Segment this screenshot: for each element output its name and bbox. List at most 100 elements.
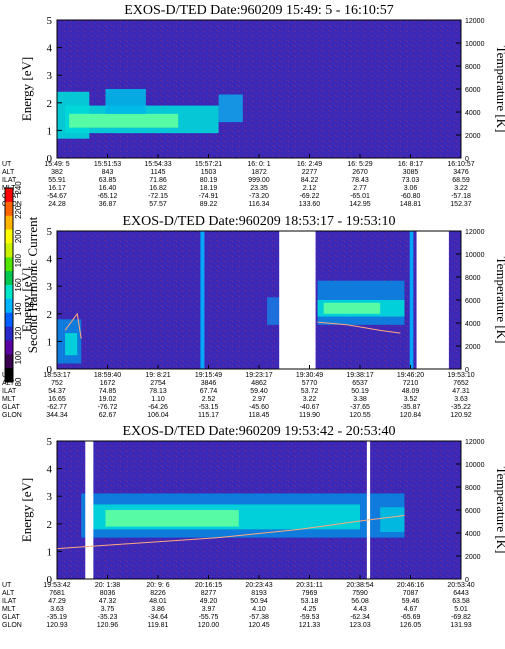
colorbar-tick-label: 120 (14, 326, 23, 340)
ephemeris-value: -35.19 (47, 614, 67, 621)
ephemeris-row-label: MLT (2, 606, 16, 613)
colorbar-label: Second Harmonic Current (25, 216, 40, 353)
ephemeris-value: 16.82 (149, 185, 167, 192)
ephemeris-value: 120.96 (97, 622, 119, 629)
ephemeris-value: 7969 (302, 590, 318, 597)
ephemeris-value: 23.35 (250, 185, 268, 192)
ephemeris-value: 63.85 (99, 177, 117, 184)
ephemeris-value: 16:10:57 (447, 161, 474, 168)
ephemeris-value: 7210 (403, 380, 419, 387)
ephemeris-value: -45.60 (249, 404, 269, 411)
ephemeris-value: 48.09 (402, 388, 420, 395)
ephemeris-value: 19:53:10 (447, 372, 474, 379)
y2-tick-label: 8000 (465, 275, 481, 282)
ephemeris-value: 19:46:20 (397, 372, 424, 379)
ephemeris-value: 19:23:17 (245, 372, 272, 379)
ephemeris-value: 3.22 (303, 396, 317, 403)
ephemeris-value: 3085 (403, 169, 419, 176)
colorbar-swatch (5, 326, 13, 341)
ephemeris-value: 8277 (201, 590, 217, 597)
y-tick-label: 0 (47, 364, 53, 376)
ephemeris-value: 120.55 (349, 412, 371, 419)
ephemeris-value: 74.85 (99, 388, 117, 395)
ephemeris-value: 19:15:49 (195, 372, 222, 379)
ephemeris-value: 131.93 (450, 622, 472, 629)
ephemeris-row-label: GLAT (2, 614, 20, 621)
y2-tick-label: 0 (465, 367, 469, 374)
ephemeris-value: 142.95 (349, 201, 371, 208)
ephemeris-value: -34.64 (148, 614, 168, 621)
ephemeris-value: -35.87 (401, 404, 421, 411)
colorbar-tick-label: 180 (14, 254, 23, 268)
ephemeris-value: -62.34 (350, 614, 370, 621)
ephemeris-value: 2.77 (353, 185, 367, 192)
ephemeris-value: 67.74 (200, 388, 218, 395)
ephemeris-value: 1145 (150, 169, 165, 176)
ephemeris-value: 54.37 (48, 388, 66, 395)
ephemeris-value: 3.38 (353, 396, 367, 403)
ephemeris-value: 120.00 (198, 622, 220, 629)
y-tick-label: 4 (47, 464, 53, 476)
ephemeris-value: 999.00 (248, 177, 270, 184)
ephemeris-value: 119.81 (148, 622, 169, 629)
ephemeris-value: 843 (102, 169, 114, 176)
ephemeris-value: 50.94 (250, 598, 268, 605)
ephemeris-value: 4.43 (353, 606, 367, 613)
ephemeris-value: 15:51:53 (94, 161, 121, 168)
ephemeris-value: 57.57 (149, 201, 167, 208)
ephemeris-value: -37.65 (350, 404, 370, 411)
y2-tick-label: 2000 (465, 344, 481, 351)
panel-1: EXOS-D/TED Date:960209 15:49: 5 - 16:10:… (2, 3, 505, 208)
ephemeris-value: 3.63 (454, 396, 468, 403)
temperature-trace (317, 321, 401, 334)
colorbar-swatch (5, 285, 13, 300)
temperature-trace (56, 515, 405, 550)
ephemeris-value: 7590 (352, 590, 368, 597)
ephemeris-value: 16: 0: 1 (247, 161, 270, 168)
y2-tick-label: 6000 (465, 508, 481, 515)
intensity-region (380, 507, 405, 533)
temperature-trace (64, 312, 82, 339)
ephemeris-value: 116.34 (249, 201, 270, 208)
ephemeris-value: 2754 (150, 380, 166, 387)
y2-tick-label: 8000 (465, 485, 481, 492)
ephemeris-value: 47.31 (452, 388, 470, 395)
ephemeris-value: -69.82 (451, 614, 471, 621)
ephemeris-row-label: ILAT (2, 598, 17, 605)
colorbar-swatch (5, 188, 13, 203)
ephemeris-value: 3.75 (101, 606, 115, 613)
y2-tick-label: 2000 (465, 133, 481, 140)
ephemeris-row-label: ALT (2, 590, 15, 597)
ephemeris-value: 80.19 (200, 177, 218, 184)
y-tick-label: 0 (47, 153, 53, 165)
intensity-region (65, 333, 78, 356)
ephemeris-value: 20:31:11 (296, 582, 323, 589)
ephemeris-value: 1872 (251, 169, 267, 176)
ephemeris-value: 3.63 (50, 606, 64, 613)
ephemeris-value: 4862 (251, 380, 267, 387)
ephemeris-value: 63.58 (452, 598, 470, 605)
ephemeris-value: 106.04 (147, 412, 169, 419)
ephemeris-value: -76.72 (98, 404, 118, 411)
y2-tick-label: 10000 (465, 41, 485, 48)
data-gap (279, 231, 316, 369)
panel-title: EXOS-D/TED Date:960209 15:49: 5 - 16:10:… (124, 3, 393, 18)
ephemeris-value: 2.12 (303, 185, 317, 192)
ephemeris-value: 148.81 (400, 201, 422, 208)
ephemeris-value: 20:23:43 (245, 582, 272, 589)
y-tick-label: 2 (47, 309, 53, 321)
ephemeris-value: 16: 8:17 (398, 161, 423, 168)
y-tick-label: 2 (47, 98, 53, 110)
y2-tick-label: 10000 (465, 252, 485, 259)
ephemeris-value: 3.52 (404, 396, 418, 403)
y2-tick-label: 6000 (465, 298, 481, 305)
colorbar-tick-label: 220 (14, 205, 23, 219)
ephemeris-value: 120.84 (400, 412, 422, 419)
ephemeris-value: 2.52 (202, 396, 216, 403)
colorbar-swatch (5, 340, 13, 355)
ephemeris-value: 55.91 (48, 177, 66, 184)
ephemeris-value: 121.33 (299, 622, 321, 629)
y-tick-label: 4 (47, 43, 53, 55)
ephemeris-value: 16.40 (99, 185, 117, 192)
colorbar-swatch (5, 354, 13, 369)
